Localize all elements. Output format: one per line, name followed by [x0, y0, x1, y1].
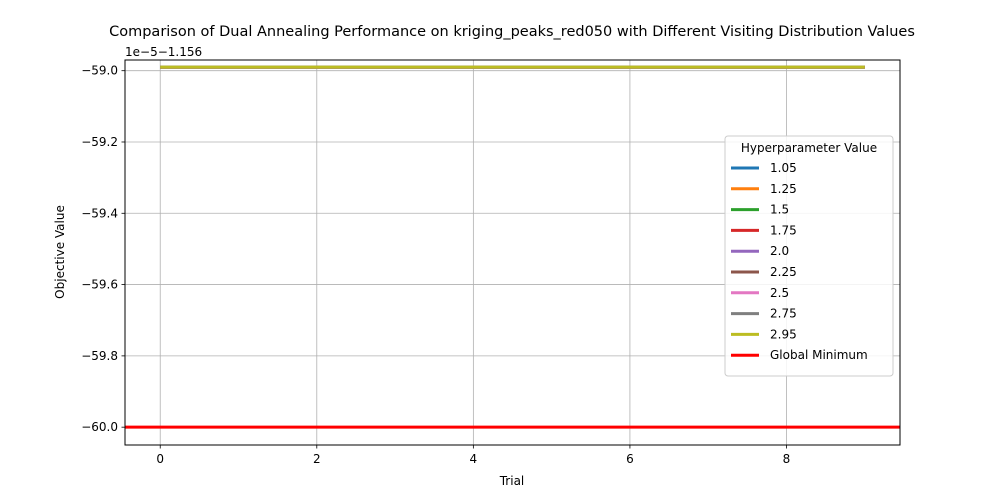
legend-label: 2.5 — [770, 286, 789, 300]
legend: Hyperparameter Value 1.05 1.25 1.5 1.75 2.0 2.… — [724, 135, 894, 377]
legend-box — [724, 135, 894, 377]
x-tick-label: 4 — [470, 452, 478, 466]
x-axis-ticks: 0 2 4 6 8 — [156, 445, 790, 466]
y-tick-label: −59.0 — [81, 64, 118, 78]
x-tick-label: 0 — [156, 452, 164, 466]
legend-label: Global Minimum — [770, 348, 868, 362]
legend-label: 2.25 — [770, 265, 797, 279]
y-tick-label: −59.8 — [81, 349, 118, 363]
legend-title: Hyperparameter Value — [741, 141, 877, 155]
x-tick-label: 2 — [313, 452, 321, 466]
chart-title: Comparison of Dual Annealing Performance… — [109, 24, 915, 40]
y-tick-label: −59.2 — [81, 135, 118, 149]
x-axis-label: Trial — [499, 474, 525, 488]
legend-label: 2.95 — [770, 327, 797, 341]
plot-frame — [124, 59, 901, 446]
legend-label: 2.0 — [770, 244, 789, 258]
y-axis-ticks: −60.0 −59.8 −59.6 −59.4 −59.2 −59.0 — [81, 64, 125, 434]
y-axis-label: Objective Value — [53, 205, 67, 299]
legend-label: 1.05 — [770, 161, 797, 175]
legend-label: 1.5 — [770, 203, 789, 217]
y-axis-offset-text: 1e−5−1.156 — [125, 45, 202, 59]
x-tick-label: 8 — [783, 452, 791, 466]
y-tick-label: −59.4 — [81, 206, 118, 220]
y-tick-label: −60.0 — [81, 420, 118, 434]
legend-label: 1.25 — [770, 182, 797, 196]
legend-label: 2.75 — [770, 307, 797, 321]
y-tick-label: −59.6 — [81, 278, 118, 292]
legend-label: 1.75 — [770, 223, 797, 237]
x-tick-label: 6 — [626, 452, 634, 466]
